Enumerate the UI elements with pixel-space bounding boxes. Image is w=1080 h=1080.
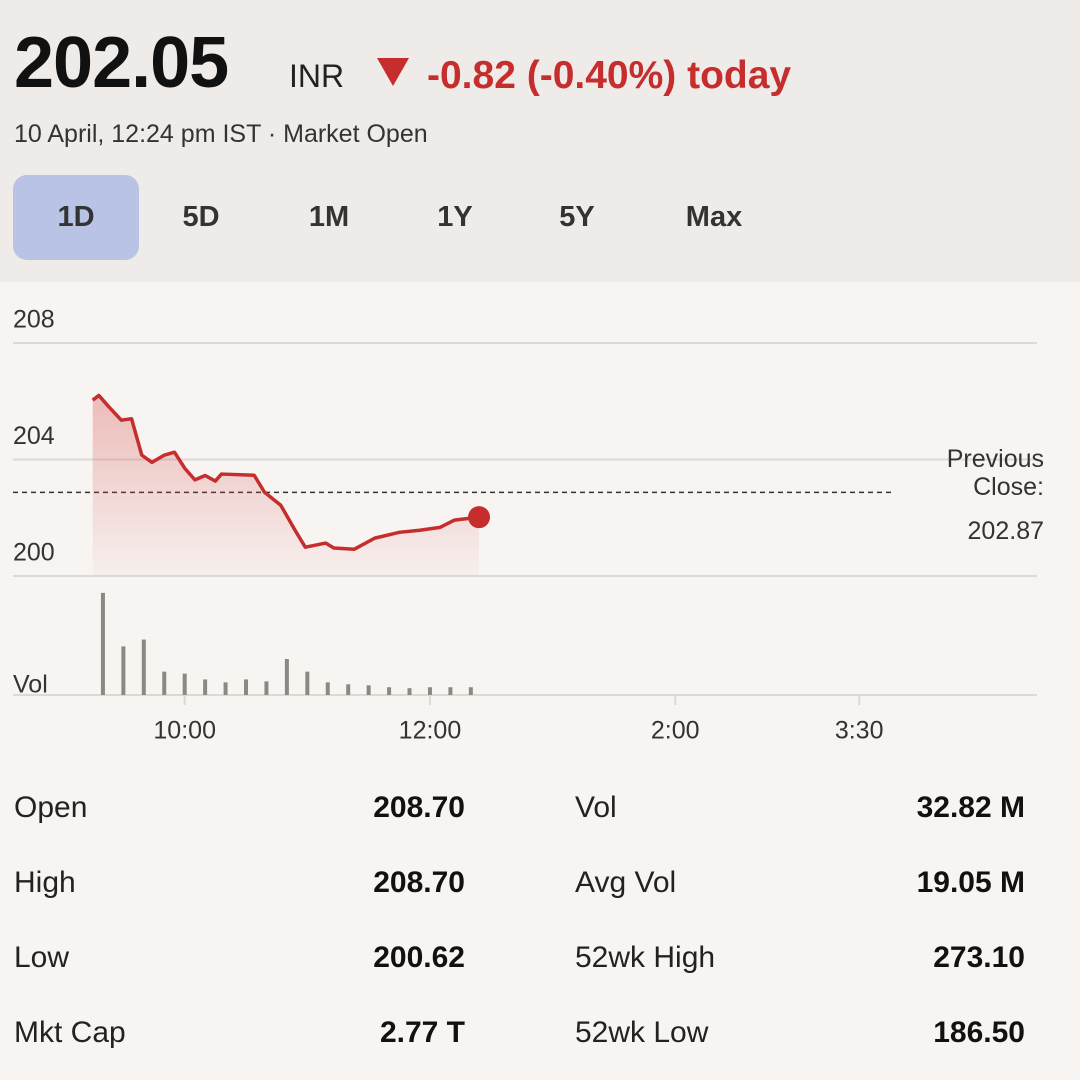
volume-bar [100, 592, 105, 695]
stat-value: 208.70 [373, 866, 465, 899]
range-button[interactable]: 5Y [559, 201, 595, 233]
volume-bar [182, 673, 187, 695]
volume-bar [121, 646, 126, 695]
y-tick-label: 204 [13, 422, 55, 450]
volume-bar [305, 671, 310, 695]
x-tick-label: 10:00 [153, 717, 216, 745]
range-button[interactable]: 1Y [437, 201, 473, 233]
stat-label: 52wk High [575, 941, 716, 974]
stat-value: 186.50 [933, 1016, 1025, 1049]
volume-bar [325, 682, 330, 695]
stat-label: Open [14, 791, 88, 824]
x-tick-label: 12:00 [399, 717, 462, 745]
volume-bar [366, 685, 371, 695]
volume-bar [407, 688, 412, 695]
stat-value: 32.82 M [916, 791, 1025, 824]
volume-bar [141, 639, 146, 695]
currency: INR [289, 58, 345, 94]
change: -0.82 (-0.40%) today [427, 54, 792, 97]
volume-bar [468, 687, 473, 695]
range-button[interactable]: 1M [308, 201, 350, 233]
stat-value: 200.62 [373, 941, 465, 974]
previous-close-value: 202.87 [967, 517, 1044, 545]
stat-label: High [14, 866, 76, 899]
range-button[interactable]: 5D [182, 201, 220, 233]
stat-value: 208.70 [373, 791, 465, 824]
volume-bar [162, 671, 167, 695]
stat-value: 19.05 M [916, 866, 1025, 899]
volume-bar [284, 659, 289, 695]
volume-bar [264, 681, 269, 695]
volume-bar [244, 679, 249, 695]
y-tick-label: 208 [13, 306, 55, 334]
last-point [468, 506, 491, 529]
price-line [91, 393, 480, 551]
volume-bar [427, 687, 432, 695]
volume-bar [448, 687, 453, 695]
volume-bar [223, 682, 228, 695]
y-tick-label: 200 [13, 539, 55, 567]
volume-bar [387, 687, 392, 695]
stat-label: Avg Vol [575, 866, 677, 899]
timestamp: 10 April, 12:24 pm IST · Market Open [14, 120, 428, 148]
x-tick-label: 2:00 [651, 717, 700, 745]
volume-label: Vol [13, 671, 48, 699]
volume-bar [203, 679, 208, 695]
price: 202.05 [14, 23, 229, 103]
previous-close-label: Previous Close: [946, 445, 1044, 501]
volume-bar [346, 684, 351, 695]
range-button[interactable]: 1D [13, 175, 139, 260]
stat-label: Low [14, 941, 70, 974]
stat-label: Vol [575, 791, 617, 824]
stat-value: 273.10 [933, 941, 1025, 974]
stat-label: Mkt Cap [14, 1016, 126, 1049]
down-arrow [377, 58, 409, 86]
area [92, 395, 480, 576]
stat-value: 2.77 T [379, 1016, 465, 1049]
header-band [0, 0, 1080, 282]
range-button[interactable]: Max [685, 201, 743, 233]
stat-label: 52wk Low [575, 1016, 709, 1049]
x-tick-label: 3:30 [835, 717, 884, 745]
